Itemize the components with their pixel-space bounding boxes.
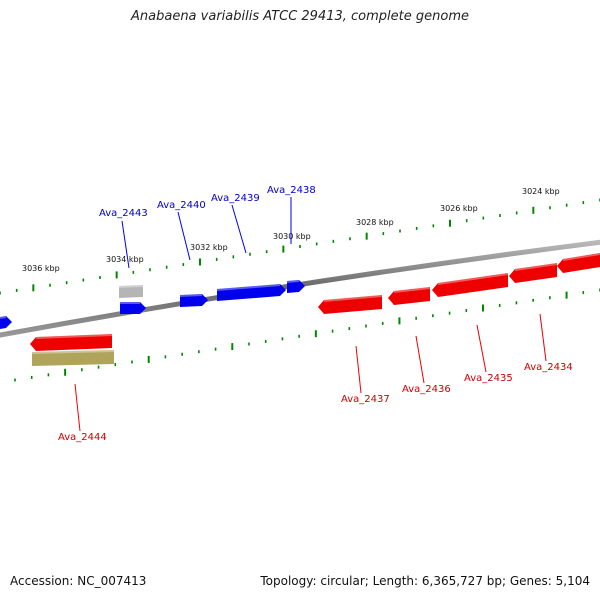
label-leader-lines xyxy=(74,197,547,432)
gene-ava-2435 xyxy=(432,273,509,297)
scale-label: 3036 kbp xyxy=(22,264,60,273)
gene-ava-2434-highlight xyxy=(514,263,558,271)
gene-ava-2436-highlight xyxy=(393,287,431,293)
leader-ava-2443 xyxy=(121,220,130,269)
gene-ava-2437-body xyxy=(318,295,382,314)
gene-ava-2436 xyxy=(388,287,431,305)
gene-ava-2440-body xyxy=(180,294,208,307)
scale-label: 3024 kbp xyxy=(522,187,560,196)
gene-label-ava-2438[interactable]: Ava_2438 xyxy=(267,185,316,196)
gene-ava-2434-body xyxy=(509,263,557,283)
leader-ava-2434 xyxy=(539,313,547,362)
leader-ava-2435 xyxy=(476,324,487,373)
gene-ava-2443 xyxy=(120,302,146,314)
pseudogene-block xyxy=(118,285,144,298)
pseudogene-block-body xyxy=(119,285,143,298)
gene-ava-2434 xyxy=(509,263,558,283)
gene-label-ava-2435[interactable]: Ava_2435 xyxy=(464,373,513,384)
scale-label: 3032 kbp xyxy=(190,243,228,252)
gene-label-ava-2437[interactable]: Ava_2437 xyxy=(341,394,390,405)
scale-label: 3028 kbp xyxy=(356,218,394,227)
gene-right-edge-highlight xyxy=(562,253,600,261)
scale-label: 3034 kbp xyxy=(106,255,144,264)
forward-gene-left-edge-body xyxy=(0,316,12,329)
gene-ava-2444-feature-body xyxy=(32,350,114,366)
gene-ava-2444-red xyxy=(30,334,113,351)
gene-ava-2444-red-body xyxy=(30,334,112,351)
gene-label-ava-2444[interactable]: Ava_2444 xyxy=(58,432,107,443)
map-title: Anabaena variabilis ATCC 29413, complete… xyxy=(131,9,469,24)
outer-scale-ticks xyxy=(0,198,600,295)
gene-right-edge xyxy=(557,253,600,273)
gene-ava-2438-body xyxy=(287,280,305,293)
inner-scale-ticks xyxy=(14,288,600,382)
gene-ava-2437-highlight xyxy=(323,295,383,302)
gene-ava-2439-highlight xyxy=(216,284,281,291)
gene-ava-2439-body xyxy=(217,284,286,301)
gene-ava-2444-feature-highlight xyxy=(31,350,115,354)
leader-ava-2444 xyxy=(74,383,81,432)
forward-gene-left-edge-highlight xyxy=(0,316,7,319)
forward-gene-left-edge xyxy=(0,316,12,329)
scale-label: 3030 kbp xyxy=(273,232,311,241)
gene-track xyxy=(0,253,600,366)
gene-label-ava-2440[interactable]: Ava_2440 xyxy=(157,200,206,211)
accession-text: Accession: NC_007413 xyxy=(10,574,147,588)
gene-ava-2438 xyxy=(286,280,305,293)
pseudogene-block-highlight xyxy=(118,285,144,288)
gene-ava-2444-red-highlight xyxy=(35,334,113,339)
leader-ava-2440 xyxy=(177,211,191,261)
leader-ava-2439 xyxy=(231,204,247,254)
topology-text: Topology: circular; Length: 6,365,727 bp… xyxy=(260,574,590,588)
gene-label-ava-2443[interactable]: Ava_2443 xyxy=(99,208,148,219)
scale-labels: 3036 kbp 3034 kbp 3032 kbp 3030 kbp 3028… xyxy=(22,187,560,273)
gene-ava-2435-highlight xyxy=(437,273,509,285)
gene-ava-2439 xyxy=(216,284,286,301)
gene-ava-2438-highlight xyxy=(286,280,300,283)
gene-ava-2435-body xyxy=(432,273,508,297)
gene-ava-2444-feature xyxy=(31,350,115,366)
gene-right-edge-body xyxy=(557,253,600,273)
gene-label-ava-2436[interactable]: Ava_2436 xyxy=(402,384,451,395)
gene-label-ava-2434[interactable]: Ava_2434 xyxy=(524,362,573,373)
gene-ava-2443-body xyxy=(120,302,146,314)
leader-ava-2437 xyxy=(355,345,362,394)
leader-ava-2436 xyxy=(415,335,425,384)
gene-ava-2436-body xyxy=(388,287,430,305)
gene-labels: Ava_2443 Ava_2440 Ava_2439 Ava_2438 Ava_… xyxy=(58,185,573,443)
gene-label-ava-2439[interactable]: Ava_2439 xyxy=(211,193,260,204)
gene-ava-2440-highlight xyxy=(179,294,203,297)
gene-ava-2440 xyxy=(179,294,208,307)
gene-ava-2437 xyxy=(318,295,383,314)
scale-label: 3026 kbp xyxy=(440,204,478,213)
